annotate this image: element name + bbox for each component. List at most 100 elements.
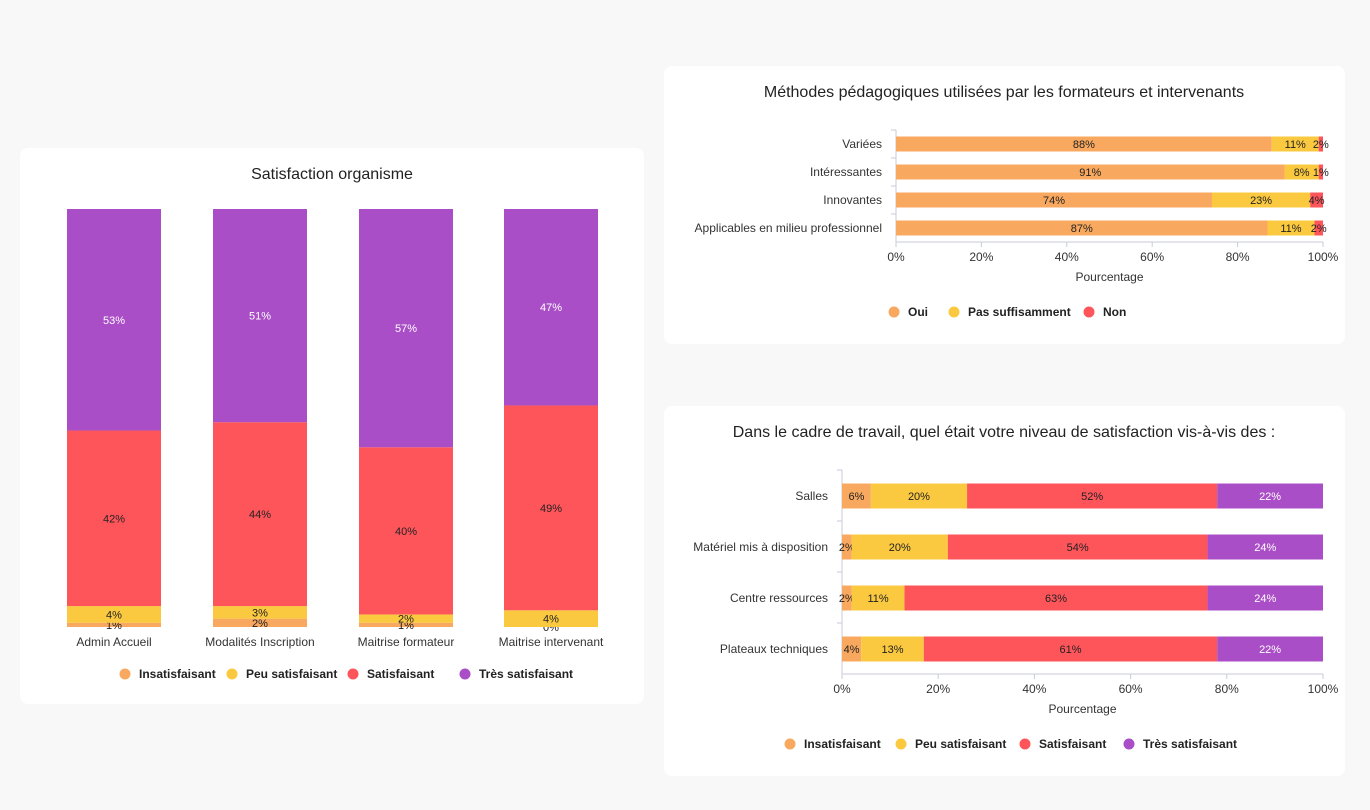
bar-1-1 <box>213 606 307 619</box>
x-tick-label-2: 40% <box>1022 682 1046 696</box>
data-label-1-2: 2% <box>398 614 414 626</box>
bar-2-1 <box>1318 164 1323 180</box>
data-label-3-2: 57% <box>395 323 417 335</box>
bar-3-2 <box>359 209 453 448</box>
x-tick-label-4: 80% <box>1226 250 1250 264</box>
category-label-0: Variées <box>842 137 882 151</box>
data-label-1-1: 3% <box>252 607 268 619</box>
chart-title: Méthodes pédagogiques utilisées par les … <box>764 84 1244 101</box>
bar-0-2 <box>359 622 453 627</box>
category-label-0: Admin Accueil <box>76 635 151 649</box>
bar-1-2 <box>851 585 905 611</box>
chart-title: Satisfaction organisme <box>251 166 413 183</box>
bar-1-0 <box>67 606 161 623</box>
data-label-1-2: 23% <box>1250 195 1272 207</box>
x-tick-label-3: 60% <box>1140 250 1164 264</box>
data-label-1-1: 8% <box>1294 167 1310 179</box>
cadre-chart: Dans le cadre de travail, quel était vot… <box>693 424 1339 751</box>
bar-1-1 <box>851 534 948 560</box>
x-tick-label-2: 40% <box>1055 250 1079 264</box>
bar-0-0 <box>67 622 161 627</box>
legend-label-0: Insatisfaisant <box>804 737 881 751</box>
data-label-1-3: 13% <box>881 644 903 656</box>
methodes-chart-card: Méthodes pédagogiques utilisées par les … <box>664 66 1345 344</box>
bar-1-0 <box>870 483 968 509</box>
data-label-0-0: 1% <box>106 620 122 632</box>
cadre-chart-card: Dans le cadre de travail, quel était vot… <box>664 406 1345 776</box>
data-label-1-2: 11% <box>867 593 888 605</box>
bar-2-3 <box>923 636 1218 662</box>
category-label-1: Matériel mis à disposition <box>693 540 828 554</box>
bar-0-2 <box>842 585 852 611</box>
bar-3-1 <box>213 209 307 423</box>
data-label-3-3: 47% <box>540 302 562 314</box>
bar-3-0 <box>67 209 161 431</box>
bar-0-1 <box>213 618 307 627</box>
legend-marker-2 <box>1019 738 1031 750</box>
data-label-3-0: 22% <box>1259 491 1281 503</box>
data-label-0-3: 4% <box>844 644 860 656</box>
bar-2-3 <box>1314 220 1323 236</box>
data-label-2-0: 2% <box>1313 139 1329 151</box>
bar-3-1 <box>1207 534 1323 560</box>
data-label-0-2: 74% <box>1043 195 1065 207</box>
data-label-3-1: 24% <box>1254 542 1276 554</box>
legend-marker-3 <box>1123 738 1135 750</box>
data-label-0-1: 2% <box>839 542 855 554</box>
category-label-2: Maitrise formateur <box>358 635 455 649</box>
legend-label-3: Très satisfaisant <box>1143 737 1237 751</box>
data-label-1-0: 4% <box>106 609 122 621</box>
bar-2-2 <box>359 447 453 615</box>
bar-0-3 <box>842 636 862 662</box>
bar-2-0 <box>967 483 1218 509</box>
x-tick-label-1: 20% <box>926 682 950 696</box>
category-label-2: Centre ressources <box>730 591 828 605</box>
data-label-0-0: 88% <box>1073 139 1095 151</box>
data-label-2-3: 2% <box>1311 223 1327 235</box>
legend-label-0: Oui <box>908 305 928 319</box>
methodes-chart: Méthodes pédagogiques utilisées par les … <box>695 84 1339 319</box>
legend-label-1: Pas suffisamment <box>968 305 1071 319</box>
chart-title: Dans le cadre de travail, quel était vot… <box>733 424 1276 441</box>
bar-0-0 <box>896 136 1272 152</box>
legend-marker-2 <box>347 668 359 680</box>
x-axis-title: Pourcentage <box>1075 270 1143 284</box>
category-label-0: Salles <box>795 489 828 503</box>
bar-1-3 <box>861 636 924 662</box>
bar-0-1 <box>896 164 1285 180</box>
bar-0-1 <box>842 534 852 560</box>
data-label-2-2: 4% <box>1309 195 1325 207</box>
bar-3-3 <box>504 209 598 406</box>
bar-2-1 <box>213 422 307 607</box>
bar-3-3 <box>1217 636 1323 662</box>
legend-label-2: Satisfaisant <box>367 667 434 681</box>
data-label-2-3: 61% <box>1059 644 1081 656</box>
x-tick-label-0: 0% <box>887 250 905 264</box>
data-label-2-2: 40% <box>395 526 417 538</box>
bar-2-2 <box>904 585 1208 611</box>
data-label-2-1: 54% <box>1067 542 1089 554</box>
category-label-3: Plateaux techniques <box>720 642 828 656</box>
satisfaction-chart-card: Satisfaction organisme 1% 4% 42% 53% Admin Ac… <box>20 148 644 704</box>
data-label-1-0: 11% <box>1285 139 1306 151</box>
x-tick-label-5: 100% <box>1308 682 1339 696</box>
bar-1-2 <box>1211 192 1311 208</box>
data-label-0-1: 2% <box>252 618 268 630</box>
bar-2-1 <box>947 534 1208 560</box>
data-label-2-3: 49% <box>540 503 562 515</box>
bar-1-2 <box>359 614 453 623</box>
x-tick-label-3: 60% <box>1119 682 1143 696</box>
legend-marker-2 <box>1083 306 1095 318</box>
bar-0-3 <box>896 220 1268 236</box>
legend-label-3: Très satisfaisant <box>479 667 573 681</box>
bar-2-0 <box>1318 136 1323 152</box>
data-label-2-0: 52% <box>1081 491 1103 503</box>
category-label-1: Modalités Inscription <box>205 635 314 649</box>
legend-label-2: Satisfaisant <box>1039 737 1106 751</box>
bar-2-0 <box>67 430 161 607</box>
data-label-2-1: 1% <box>1313 167 1329 179</box>
data-label-1-3: 11% <box>1280 223 1301 235</box>
category-label-2: Innovantes <box>823 193 882 207</box>
bar-1-0 <box>1271 136 1319 152</box>
